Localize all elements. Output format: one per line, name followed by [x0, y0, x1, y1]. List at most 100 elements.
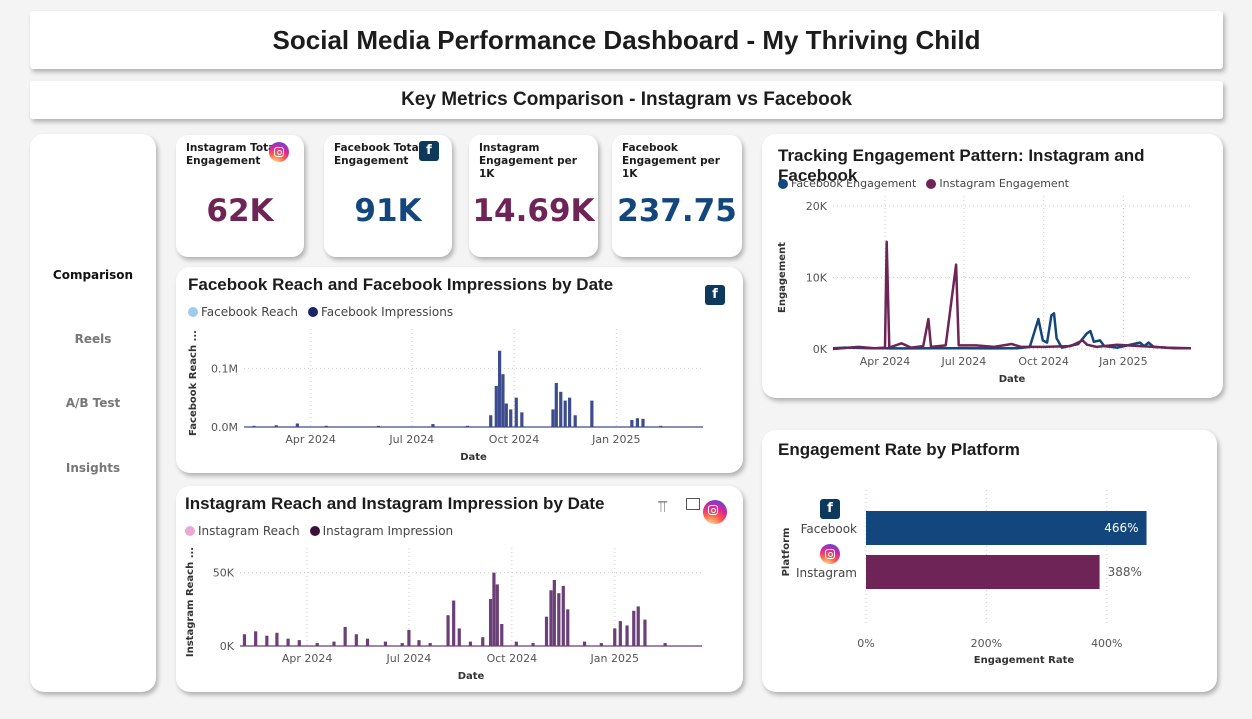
- subtitle-banner: Key Metrics Comparison - Instagram vs Fa…: [30, 81, 1223, 119]
- kpi-card-facebook-per-1k: Facebook Engagement per 1K 237.75: [612, 135, 742, 257]
- x-axis-label: Engagement Rate: [974, 655, 1075, 666]
- engagement-pattern-chart-card: Tracking Engagement Pattern: Instagram a…: [762, 134, 1223, 398]
- facebook-impressions-bar: [563, 400, 567, 427]
- facebook-impressions-bar: [274, 425, 278, 427]
- x-tick-label: 0%: [857, 637, 874, 650]
- facebook-impressions-bar: [489, 415, 493, 427]
- chart-legend: Instagram Reach Instagram Impression: [185, 524, 459, 538]
- instagram-impression-bar: [582, 641, 587, 646]
- focus-mode-icon[interactable]: [686, 498, 700, 510]
- x-tick-label: Oct 2024: [1018, 355, 1069, 368]
- y-axis-label: Instagram Reach ...: [185, 547, 196, 657]
- instagram-impression-bar: [407, 629, 411, 646]
- filter-icon[interactable]: ⫪: [658, 497, 668, 516]
- instagram-impression-bar: [481, 637, 485, 646]
- instagram-icon: [269, 142, 289, 162]
- legend-item-instagram-engagement[interactable]: Instagram Engagement: [926, 177, 1069, 190]
- facebook-impressions-bar: [295, 423, 299, 427]
- data-label: 388%: [1108, 565, 1142, 579]
- kpi-value: 91K: [354, 193, 422, 229]
- legend-item-instagram-impression[interactable]: Instagram Impression: [309, 524, 454, 538]
- legend-dot: [926, 178, 937, 189]
- y-tick-label: 50K: [213, 567, 235, 580]
- dashboard-subtitle: Key Metrics Comparison - Instagram vs Fa…: [401, 89, 852, 110]
- instagram-impression-bar: [446, 615, 450, 646]
- nav-item-insights[interactable]: Insights: [65, 461, 121, 475]
- instagram-impression-bar: [417, 640, 421, 646]
- facebook-impressions-bar: [431, 424, 435, 427]
- nav-item-reels[interactable]: Reels: [74, 332, 112, 346]
- page-nav: Comparison Reels A/B Test Insights: [30, 134, 156, 692]
- x-tick-label: Jan 2025: [1098, 355, 1147, 368]
- kpi-value: 237.75: [617, 193, 737, 229]
- facebook-impressions-bar: [509, 409, 513, 427]
- dashboard-title: Social Media Performance Dashboard - My …: [272, 24, 981, 55]
- instagram-impression-bar: [354, 634, 358, 646]
- legend-dot: [185, 526, 195, 536]
- x-axis-label: Date: [460, 452, 487, 463]
- facebook-rate-bar: [866, 511, 1147, 545]
- instagram-impression-bar: [613, 628, 617, 646]
- instagram-impression-bar: [500, 624, 504, 646]
- instagram-impression-bar: [315, 643, 319, 646]
- category-label: Facebook: [801, 522, 857, 536]
- x-tick-label: Jan 2025: [591, 433, 640, 446]
- facebook-impressions-bar: [252, 425, 256, 427]
- chart-title: Instagram Reach and Instagram Impression…: [185, 494, 605, 513]
- legend-dot: [188, 307, 198, 317]
- facebook-impressions-bar: [630, 419, 634, 427]
- nav-item-ab-test[interactable]: A/B Test: [65, 396, 121, 410]
- y-tick-label: 0.0M: [211, 421, 238, 434]
- instagram-impression-bar: [286, 638, 290, 646]
- instagram-impression-bar: [242, 634, 247, 646]
- chart-title: Tracking Engagement Pattern: Instagram a…: [778, 146, 1145, 185]
- facebook-impressions-bar: [501, 374, 505, 427]
- facebook-impressions-bar: [514, 397, 518, 427]
- legend-label: Facebook Reach: [201, 305, 298, 319]
- facebook-impressions-bar: [498, 350, 502, 427]
- legend-label: Instagram Reach: [198, 524, 300, 538]
- facebook-impressions-bar: [465, 425, 469, 427]
- x-tick-label: Apr 2024: [285, 433, 336, 446]
- chart-legend: Facebook Reach Facebook Impressions: [188, 305, 459, 319]
- x-axis-label: Date: [999, 374, 1026, 385]
- legend-item-facebook-impressions[interactable]: Facebook Impressions: [307, 305, 454, 319]
- facebook-impressions-bar: [494, 385, 498, 427]
- legend-label: Instagram Impression: [322, 524, 454, 538]
- x-tick-label: Jul 2024: [386, 652, 432, 665]
- facebook-reach-chart-card: Facebook Reach and Facebook Impressions …: [176, 267, 743, 473]
- facebook-impressions-bar: [520, 412, 524, 427]
- instagram-impression-bar: [488, 599, 493, 646]
- y-tick-label: 0K: [813, 343, 828, 356]
- instagram-impression-bar: [531, 643, 535, 646]
- y-tick-label: 20K: [806, 200, 828, 213]
- legend-label: Facebook Impressions: [320, 305, 454, 319]
- instagram-impression-bar: [265, 635, 269, 646]
- y-axis-label: Platform: [781, 528, 792, 577]
- instagram-rate-bar: [866, 555, 1100, 589]
- y-axis-label: Engagement: [777, 242, 788, 313]
- legend-label: Instagram Engagement: [939, 177, 1069, 190]
- legend-item-instagram-reach[interactable]: Instagram Reach: [185, 524, 300, 538]
- kpi-label: Instagram Engagement per 1K: [479, 142, 577, 180]
- y-tick-label: 0.1M: [211, 362, 238, 375]
- facebook-reach-plot: Apr 2024 Jul 2024 Oct 2024 Jan 2025 0.1M 0.0M…: [188, 329, 703, 463]
- instagram-icon: [820, 544, 840, 564]
- kpi-label: Facebook Total Engagement: [334, 142, 423, 167]
- x-tick-label: Jul 2024: [388, 433, 434, 446]
- legend-item-facebook-engagement[interactable]: Facebook Engagement: [778, 177, 916, 190]
- instagram-impression-bar: [332, 641, 336, 646]
- instagram-icon: [703, 500, 727, 524]
- instagram-engagement-line: [832, 240, 1192, 351]
- instagram-impression-bar: [552, 580, 556, 646]
- kpi-card-facebook-engagement: Facebook Total Engagement f 91K: [324, 135, 452, 257]
- x-tick-label: Apr 2024: [282, 652, 333, 665]
- engagement-plot: Apr 2024 Jul 2024 Oct 2024 Jan 2025 20K 10K 0K…: [777, 196, 1192, 385]
- instagram-impression-bar: [495, 584, 499, 646]
- instagram-impression-bar: [561, 585, 565, 646]
- x-tick-label: Oct 2024: [487, 652, 538, 665]
- nav-item-comparison[interactable]: Comparison: [52, 268, 134, 282]
- legend-item-facebook-reach[interactable]: Facebook Reach: [188, 305, 298, 319]
- kpi-card-instagram-per-1k: Instagram Engagement per 1K 14.69K: [469, 135, 598, 257]
- chart-legend: Facebook Engagement Instagram Engagement: [778, 177, 1075, 190]
